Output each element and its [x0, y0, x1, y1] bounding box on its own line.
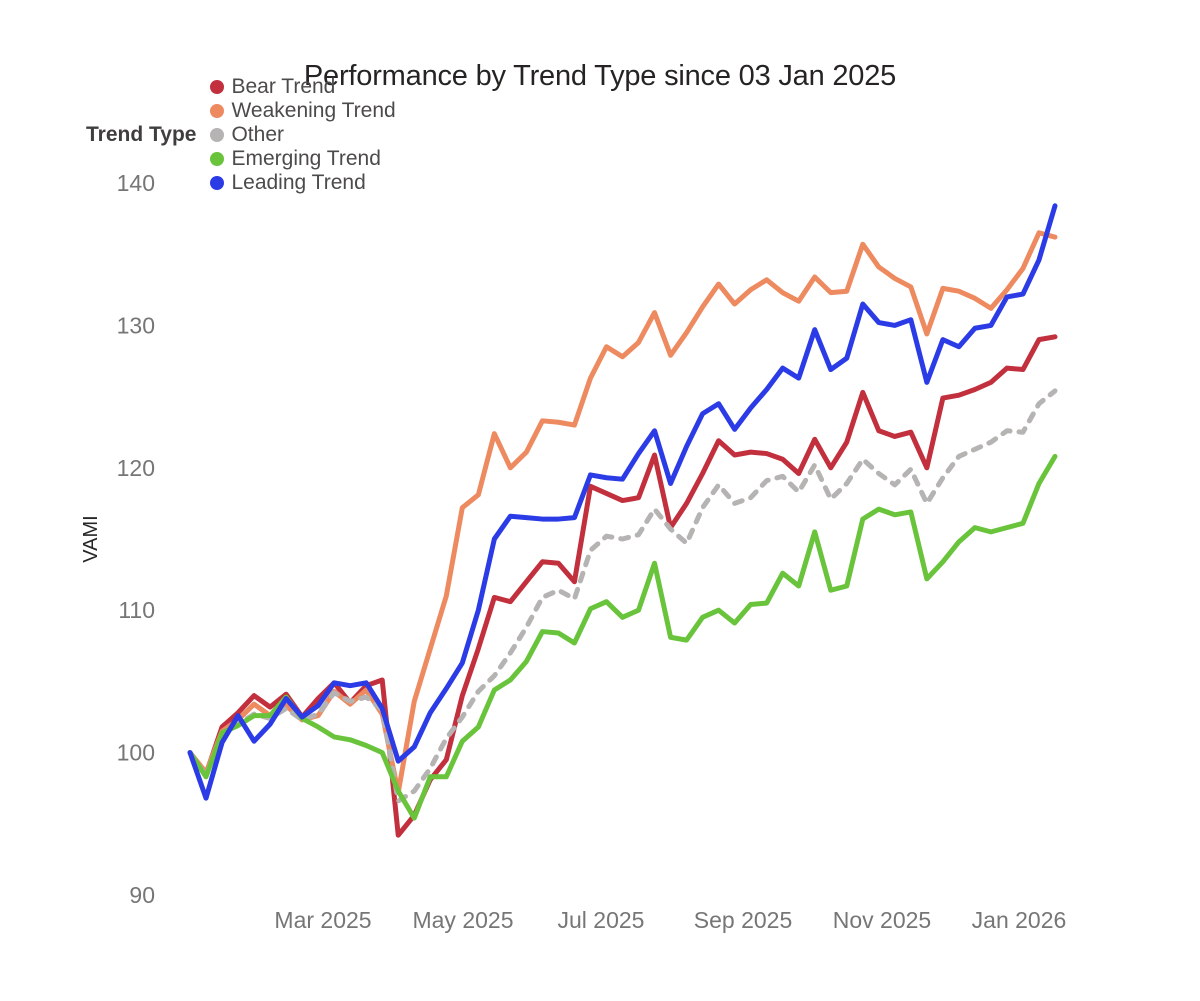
series-line-emerging-trend[interactable]	[187, 453, 1058, 821]
y-axis-tick: 120	[117, 455, 155, 481]
legend-item-label: Leading Trend	[231, 171, 366, 194]
x-axis-tick: Mar 2025	[274, 907, 371, 933]
y-axis-tick: 110	[118, 597, 155, 623]
legend-item-label: Other	[231, 123, 284, 146]
chart-title: Performance by Trend Type since 03 Jan 2…	[303, 60, 897, 92]
legend-item-weakening-trend[interactable]: Weakening Trend	[210, 99, 396, 123]
x-axis-tick: Nov 2025	[833, 907, 931, 933]
series-line-other[interactable]	[187, 388, 1058, 804]
y-axis-tick: 140	[117, 170, 155, 196]
legend-item-label: Weakening Trend	[231, 99, 396, 122]
y-axis-title: VAMI	[80, 515, 102, 562]
legend-item-emerging-trend[interactable]: Emerging Trend	[210, 147, 395, 171]
legend-dot-icon	[210, 152, 225, 166]
legend-item-bear-trend[interactable]: Bear Trend	[210, 75, 395, 99]
legend-dot-icon	[210, 80, 225, 94]
x-axis-tick: Jul 2025	[558, 907, 645, 933]
legend-item-label: Emerging Trend	[231, 147, 381, 170]
legend-item-label: Bear Trend	[231, 75, 336, 98]
legend-items: Bear Trend Weakening Trend Other Emerging T…	[210, 75, 425, 195]
legend-dot-icon	[210, 128, 225, 142]
legend-dot-icon	[210, 104, 225, 118]
x-axis-tick: May 2025	[412, 907, 513, 933]
series-line-bear-trend[interactable]	[187, 334, 1058, 838]
x-axis-tick: Sep 2025	[694, 907, 792, 933]
legend-dot-icon	[210, 176, 225, 190]
legend-title: Trend Type	[86, 123, 197, 146]
legend-item-leading-trend[interactable]: Leading Trend	[210, 171, 395, 195]
y-axis-tick: 100	[117, 740, 155, 766]
legend: Trend Type Bear Trend Weakening Trend Othe…	[86, 75, 426, 194]
legend-item-other[interactable]: Other	[210, 123, 395, 147]
x-axis-tick: Jan 2026	[972, 907, 1067, 933]
y-axis-tick: 90	[129, 882, 155, 908]
series-line-leading-trend[interactable]	[187, 203, 1058, 801]
y-axis-tick: 130	[117, 312, 155, 338]
